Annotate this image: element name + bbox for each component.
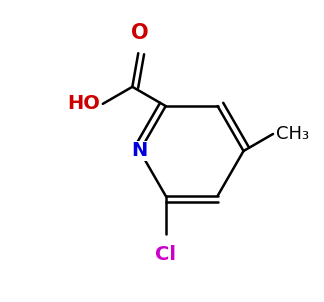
Text: O: O [131,23,148,43]
Text: Cl: Cl [155,245,176,264]
Text: CH₃: CH₃ [276,125,309,143]
Text: N: N [132,142,148,160]
Text: HO: HO [67,94,100,113]
